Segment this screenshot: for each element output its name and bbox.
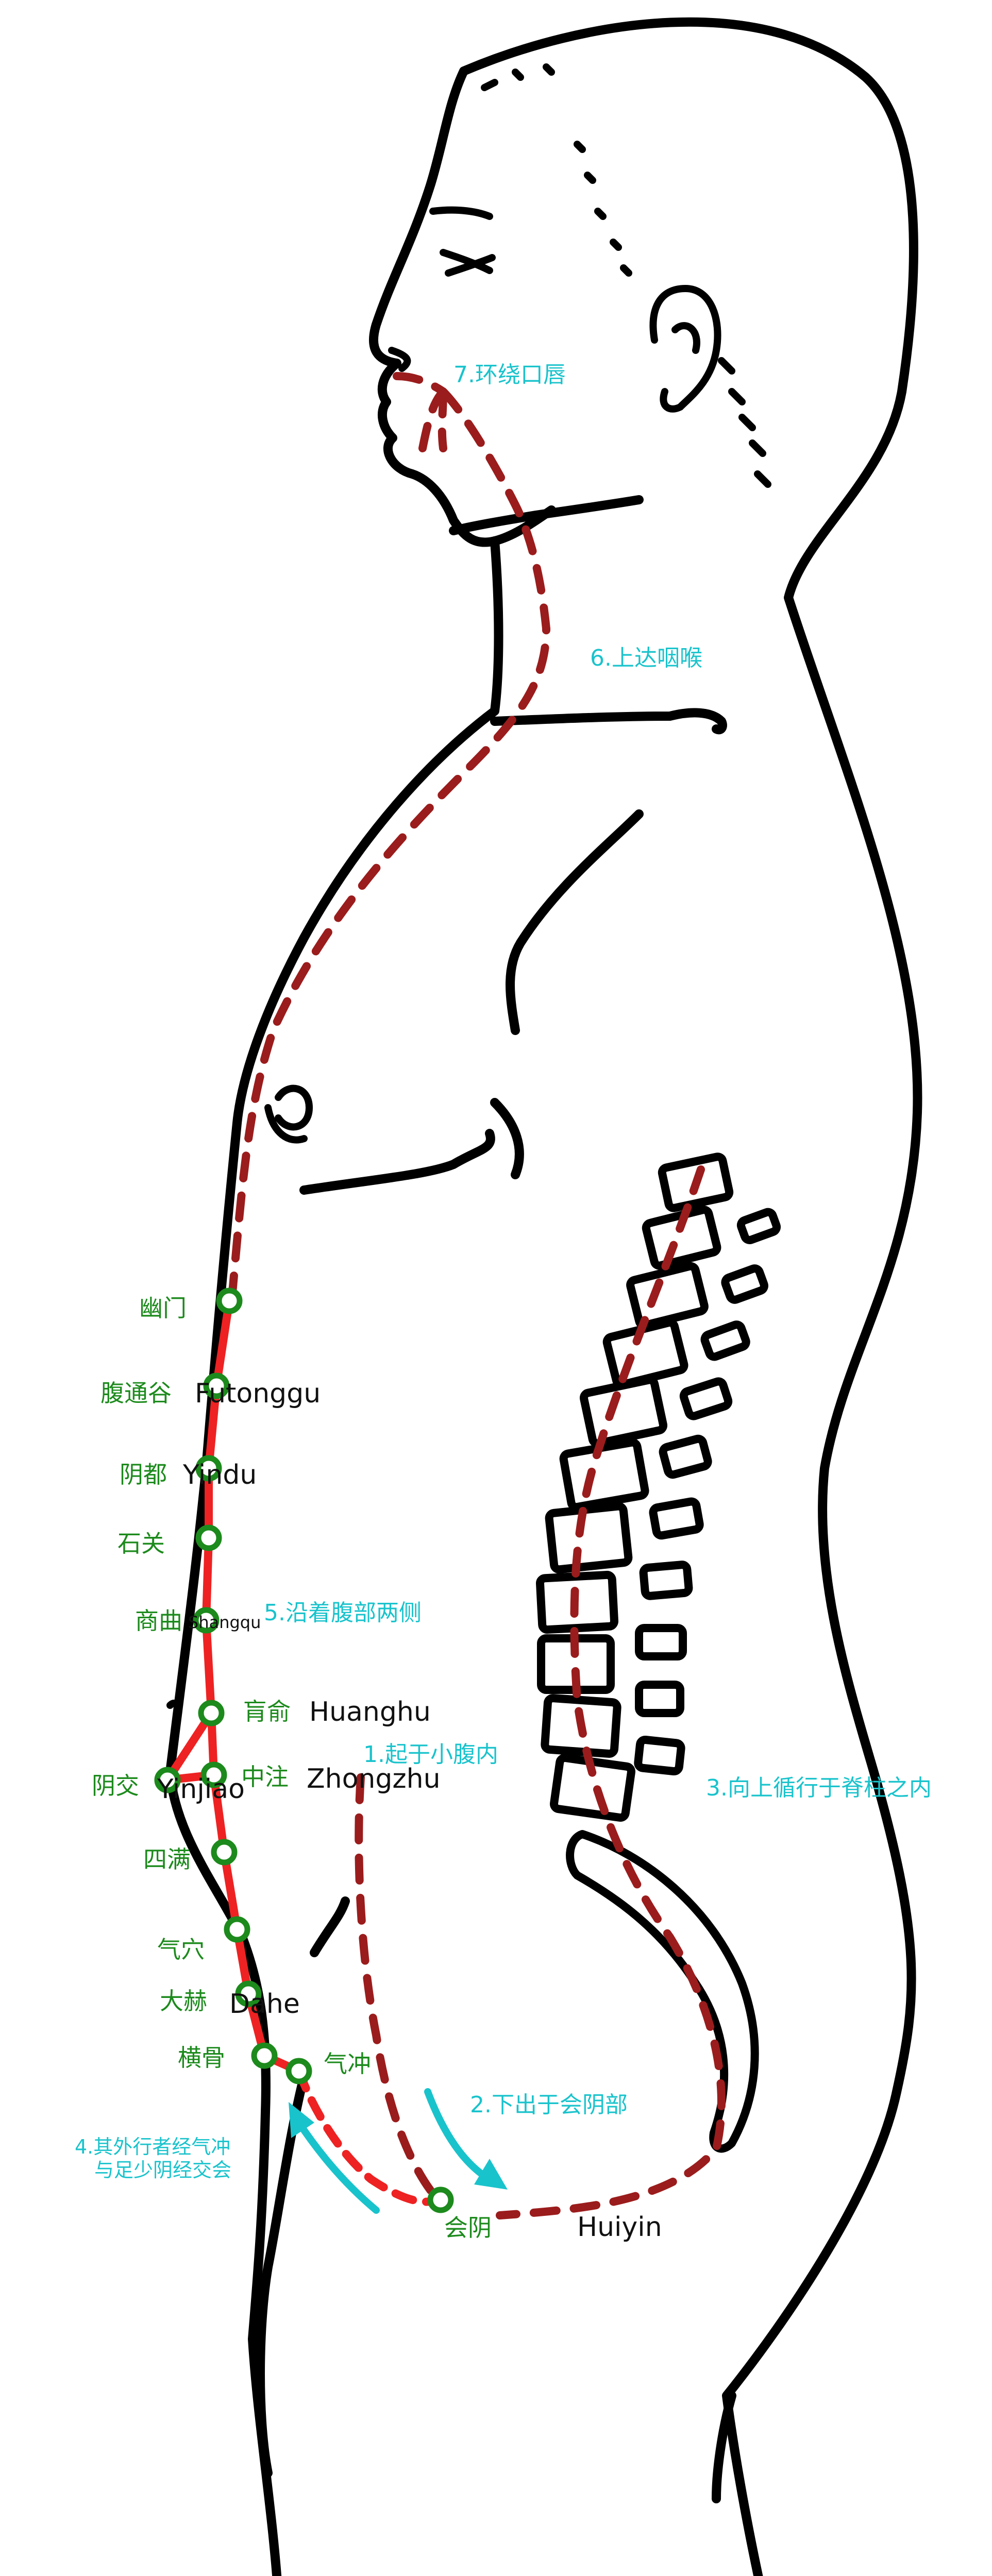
vertebra [602, 1318, 688, 1389]
label-qixue: 气穴 [157, 1936, 205, 1963]
acupoint-huiyin[interactable] [427, 2187, 454, 2213]
step-3-label: 3.向上循行于脊柱之内 [706, 1775, 932, 1801]
ear-inner [671, 322, 700, 354]
step-7-label: 7.环绕口唇 [453, 362, 566, 388]
face-profile [369, 66, 556, 547]
chest-lower-line [299, 1129, 495, 1195]
spinous-process [679, 1377, 733, 1420]
abdomen-to-perineum-path [355, 1773, 442, 2204]
label-dahe: 大赫 [160, 1987, 207, 2015]
arrow-down-head [474, 2159, 508, 2190]
spinous-process [659, 1434, 712, 1479]
back-contour [459, 17, 922, 2576]
step-2-label: 2.下出于会阴部 [470, 2092, 628, 2118]
lip-loop-path [393, 372, 447, 452]
step-6-label: 6.上达咽喉 [590, 645, 702, 671]
step-annotations: 1.起于小腹内 2.下出于会阴部 3.向上循行于脊柱之内 4.其外行者经气冲 与… [75, 362, 932, 2181]
vertebra [550, 1754, 635, 1822]
step-5-label: 5.沿着腹部两侧 [264, 1600, 422, 1626]
label-siman: 四满 [143, 1845, 191, 1873]
body-outline [165, 17, 922, 2576]
ear [649, 284, 721, 413]
label-shangqu: 商曲 [135, 1607, 182, 1635]
label-henggu: 横骨 [178, 2044, 225, 2072]
pinyin-yinjiao: Yinjiao [157, 1774, 245, 1805]
arrow-up-head [289, 2102, 314, 2138]
label-qichong: 气冲 [324, 2050, 371, 2078]
label-zhongzhu: 中注 [241, 1763, 289, 1791]
step-1-label: 1.起于小腹内 [363, 1741, 498, 1768]
label-futonggu: 腹通谷 [100, 1379, 172, 1407]
label-yindu: 阴都 [120, 1461, 167, 1488]
vertebra [579, 1376, 668, 1448]
spinous-process [721, 1264, 768, 1304]
arrow-down-to-perineum [424, 2088, 493, 2183]
spinous-process [649, 1497, 704, 1540]
point-labels: 幽门 腹通谷 Futonggu 阴都 Yindu 石关 商曲 Shangqu 肓… [92, 1294, 662, 2243]
spinous-process [736, 1208, 781, 1244]
qichong-to-huiyin-path [295, 2067, 442, 2206]
pinyin-dahe: Dahe [229, 1989, 300, 2020]
step-4-label-line2: 与足少阴经交会 [94, 2159, 231, 2181]
acupoint-yindu[interactable] [195, 1455, 222, 1482]
pinyin-huiyin: Huiyin [577, 2212, 662, 2243]
direction-arrows [289, 2088, 508, 2214]
label-youmen: 幽门 [139, 1294, 187, 1322]
pinyin-shangqu: Shangqu [188, 1613, 261, 1632]
nose [388, 347, 411, 372]
inner-leg-line [256, 2072, 309, 2478]
label-huangshu: 肓俞 [243, 1698, 291, 1725]
eyebrow [429, 206, 493, 220]
arrow-up-to-qichong [295, 2119, 380, 2214]
acupoint-henggu[interactable] [251, 2042, 278, 2069]
spinous-process [700, 1320, 750, 1361]
acupoint-huangshu[interactable] [198, 1700, 225, 1726]
pinyin-zhongzhu: Zhongzhu [307, 1764, 441, 1794]
spinous-process [634, 1735, 685, 1776]
acupoint-shangqu[interactable] [193, 1607, 220, 1634]
acupoint-futonggu[interactable] [203, 1372, 230, 1399]
spinous-process [635, 1681, 684, 1717]
label-yinjiao: 阴交 [92, 1772, 139, 1800]
acupoint-siman[interactable] [211, 1839, 238, 1866]
step-4-label-line1: 4.其外行者经气冲 [75, 2136, 230, 2158]
label-huiyin: 会阴 [444, 2214, 492, 2242]
pinyin-futonggu: Futonggu [195, 1378, 321, 1409]
jaw-line [449, 495, 644, 535]
acupoint-zhongzhu[interactable] [200, 1761, 227, 1788]
acupoint-qichong[interactable] [285, 2058, 312, 2084]
vertebra [559, 1438, 649, 1512]
acupoint-dahe[interactable] [235, 1980, 262, 2007]
navel [166, 1700, 182, 1717]
acupoint-yinjiao[interactable] [154, 1767, 181, 1793]
spinous-process [639, 1561, 693, 1600]
arm-contour [506, 809, 644, 1035]
pinyin-huangshu: Huanghu [309, 1697, 431, 1727]
eye [440, 249, 496, 277]
shoulder-line [490, 708, 727, 735]
acupoint-shiguan[interactable] [195, 1524, 222, 1551]
acupoint-qixue[interactable] [224, 1916, 250, 1943]
front-contour [165, 536, 503, 2576]
spinous-process [635, 1624, 687, 1660]
nipple [264, 1084, 313, 1144]
label-shiguan: 石关 [117, 1530, 165, 1557]
hairline [481, 63, 771, 488]
sacrum [566, 1830, 759, 2153]
pectoral-curve [490, 1098, 524, 1179]
acupoint-youmen[interactable] [216, 1287, 243, 1314]
vertebra [626, 1262, 709, 1330]
head-features [166, 63, 771, 1717]
upper-outer-path [228, 387, 551, 1302]
acupoints [154, 1287, 454, 2213]
pinyin-yindu: Yindu [182, 1460, 257, 1490]
spine-interior-path [496, 1165, 726, 2219]
vertebra [642, 1206, 721, 1270]
groin-mark [310, 1896, 350, 1957]
back-leg-line [712, 2391, 736, 2503]
spine [535, 1153, 781, 2153]
vertebra [545, 1502, 633, 1574]
